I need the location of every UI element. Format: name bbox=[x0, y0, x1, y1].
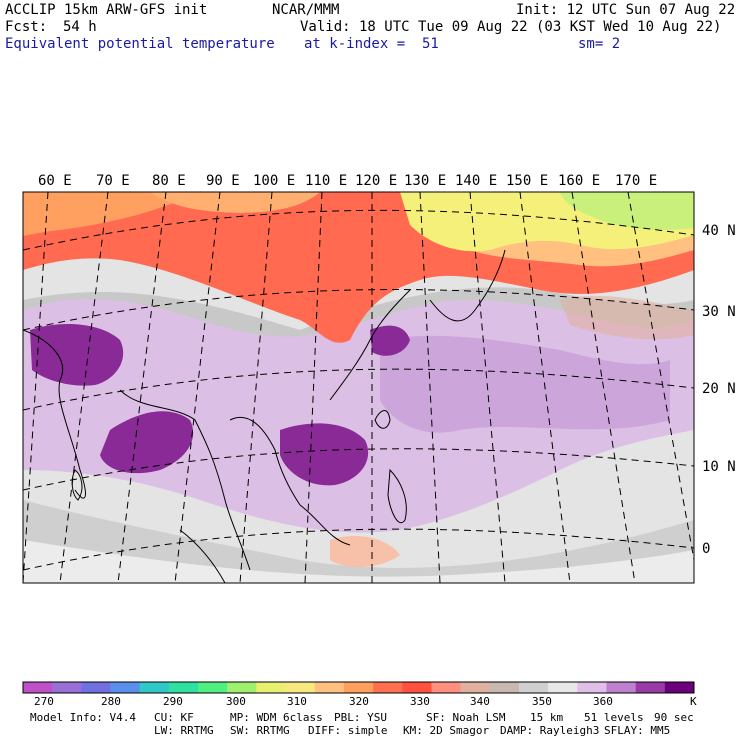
valid-time: Valid: 18 UTC Tue 09 Aug 22 (03 KST Wed … bbox=[300, 19, 722, 35]
colorbar-swatch bbox=[460, 682, 491, 693]
lon-label: 150 E bbox=[506, 173, 548, 189]
lon-label: 60 E bbox=[38, 173, 72, 189]
footer-item: Model Info: V4.4 bbox=[30, 711, 136, 724]
colorbar-swatch bbox=[664, 682, 695, 693]
colorbar-tick: 360 bbox=[593, 695, 613, 708]
lon-label: 80 E bbox=[152, 173, 186, 189]
footer-item: MP: WDM 6class bbox=[230, 711, 323, 724]
lon-label: 140 E bbox=[455, 173, 497, 189]
colorbar-swatch bbox=[52, 682, 82, 693]
footer-item: CU: KF bbox=[154, 711, 194, 724]
level-label: at k-index = 51 bbox=[304, 36, 439, 52]
colorbar-swatch bbox=[431, 682, 461, 693]
theta-e-field bbox=[23, 192, 694, 583]
org-label: NCAR/MMM bbox=[272, 2, 340, 18]
lon-label: 120 E bbox=[355, 173, 397, 189]
colorbar-tick: 340 bbox=[470, 695, 490, 708]
colorbar-tick: 320 bbox=[349, 695, 369, 708]
field-name: Equivalent potential temperature bbox=[5, 36, 275, 52]
colorbar-swatch bbox=[314, 682, 345, 693]
colorbar-swatch bbox=[489, 682, 520, 693]
colorbar-tick: 290 bbox=[163, 695, 183, 708]
coastlines bbox=[23, 249, 506, 583]
colorbar-tick: 300 bbox=[226, 695, 246, 708]
footer-item: 15 km bbox=[530, 711, 564, 724]
lat-label: 40 N bbox=[702, 223, 736, 239]
colorbar-tick: 330 bbox=[410, 695, 430, 708]
colorbar-swatch bbox=[81, 682, 111, 693]
fcst-value: 54 h bbox=[63, 19, 97, 35]
longitude-labels: 60 E 70 E 80 E 90 E 100 E 110 E 120 E 13… bbox=[38, 173, 657, 189]
colorbar-tick: 310 bbox=[287, 695, 307, 708]
colorbar-swatch bbox=[373, 682, 403, 693]
graticule bbox=[23, 192, 694, 583]
colorbar-frame bbox=[22, 681, 695, 694]
lat-label: 30 N bbox=[702, 304, 736, 320]
model-title: ACCLIP 15km ARW-GFS init bbox=[5, 2, 208, 18]
footer-item: PBL: YSU bbox=[334, 711, 387, 724]
footer-item: DAMP: Rayleigh3 bbox=[500, 724, 600, 737]
colorbar-swatch bbox=[518, 682, 549, 693]
footer-item: 90 sec bbox=[654, 711, 694, 724]
colorbar-swatch bbox=[606, 682, 636, 693]
colorbar-swatch bbox=[227, 682, 257, 693]
colorbar-swatch bbox=[635, 682, 666, 693]
fcst-label: Fcst: bbox=[5, 19, 48, 35]
colorbar-swatch bbox=[198, 682, 228, 693]
footer-item: DIFF: simple bbox=[308, 724, 388, 737]
lat-label: 10 N bbox=[702, 459, 736, 475]
lon-label: 100 E bbox=[253, 173, 295, 189]
latitude-labels: 40 N 30 N 20 N 10 N 0 bbox=[702, 223, 736, 557]
colorbar-tick: 270 bbox=[34, 695, 54, 708]
colorbar-swatch bbox=[139, 682, 170, 693]
colorbar-swatch bbox=[110, 682, 140, 693]
footer-item: 51 levels bbox=[584, 711, 644, 724]
footer-item: LW: RRTMG bbox=[154, 724, 214, 737]
footer-item: SFLAY: MM5 bbox=[604, 724, 671, 737]
colorbar-tick: 350 bbox=[532, 695, 552, 708]
lon-label: 110 E bbox=[305, 173, 347, 189]
footer-item: SF: Noah LSM bbox=[426, 711, 506, 724]
colorbar-swatch bbox=[168, 682, 199, 693]
colorbar-swatch bbox=[577, 682, 607, 693]
lon-label: 70 E bbox=[96, 173, 130, 189]
colorbar bbox=[22, 681, 695, 694]
lon-label: 90 E bbox=[206, 173, 240, 189]
lon-label: 130 E bbox=[404, 173, 446, 189]
colorbar-swatch bbox=[256, 682, 286, 693]
lon-label: 170 E bbox=[615, 173, 657, 189]
footer-item: SW: RRTMG bbox=[230, 724, 290, 737]
colorbar-swatch bbox=[285, 682, 316, 693]
colorbar-swatch bbox=[548, 682, 578, 693]
lat-label: 0 bbox=[702, 541, 710, 557]
lon-label: 160 E bbox=[558, 173, 600, 189]
colorbar-swatch bbox=[402, 682, 432, 693]
smoothing-label: sm= 2 bbox=[578, 36, 621, 52]
colorbar-swatch bbox=[23, 682, 53, 693]
colorbar-unit: K bbox=[690, 695, 697, 708]
lat-label: 20 N bbox=[702, 381, 736, 397]
colorbar-swatch bbox=[343, 682, 374, 693]
colorbar-tick: 280 bbox=[101, 695, 121, 708]
init-time: Init: 12 UTC Sun 07 Aug 22 bbox=[516, 2, 736, 18]
map-frame bbox=[22, 191, 695, 584]
footer-item: KM: 2D Smagor bbox=[403, 724, 490, 737]
